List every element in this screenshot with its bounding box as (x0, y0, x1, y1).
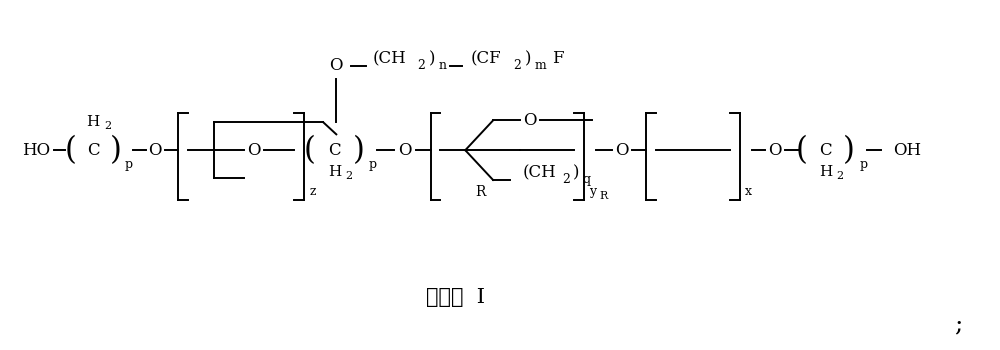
Text: H: H (87, 116, 100, 130)
Text: R: R (475, 185, 486, 199)
Text: ): ) (572, 164, 579, 182)
Text: p: p (125, 158, 133, 170)
Text: (CF: (CF (470, 50, 501, 68)
Text: 结构式  I: 结构式 I (426, 287, 485, 307)
Text: 2: 2 (513, 60, 521, 72)
Text: 2: 2 (562, 174, 570, 187)
Text: p: p (859, 158, 867, 170)
Text: O: O (615, 142, 629, 159)
Text: q: q (582, 174, 590, 187)
Text: (: ( (64, 135, 76, 166)
Text: y: y (589, 186, 596, 198)
Text: O: O (768, 142, 782, 159)
Text: (: ( (304, 135, 315, 166)
Text: (CH: (CH (523, 164, 557, 182)
Text: m: m (535, 60, 546, 72)
Text: H: H (819, 165, 832, 179)
Text: R: R (599, 191, 607, 201)
Text: 2: 2 (104, 121, 111, 131)
Text: 2: 2 (418, 60, 426, 72)
Text: C: C (819, 142, 832, 159)
Text: ): ) (843, 135, 855, 166)
Text: H: H (328, 165, 341, 179)
Text: ;: ; (954, 312, 963, 335)
Text: HO: HO (22, 142, 50, 159)
Text: (CH: (CH (373, 50, 407, 68)
Text: C: C (328, 142, 341, 159)
Text: O: O (523, 112, 537, 129)
Text: (: ( (796, 135, 808, 166)
Text: z: z (310, 186, 316, 198)
Text: 2: 2 (345, 171, 352, 181)
Text: n: n (438, 60, 446, 72)
Text: O: O (398, 142, 412, 159)
Text: O: O (148, 142, 162, 159)
Text: F: F (552, 50, 563, 68)
Text: ): ) (353, 135, 365, 166)
Text: ): ) (525, 50, 531, 68)
Text: 2: 2 (836, 171, 843, 181)
Text: ): ) (429, 50, 435, 68)
Text: O: O (330, 57, 343, 74)
Text: OH: OH (893, 142, 921, 159)
Text: ): ) (110, 135, 122, 166)
Text: O: O (247, 142, 261, 159)
Text: C: C (87, 142, 100, 159)
Text: x: x (745, 186, 752, 198)
Text: p: p (369, 158, 377, 170)
